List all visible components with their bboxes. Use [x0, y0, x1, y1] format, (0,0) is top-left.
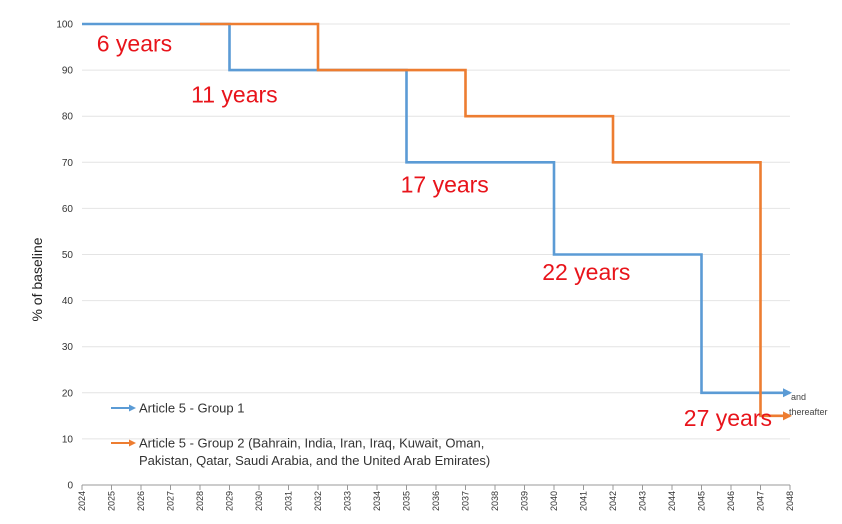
gridlines [82, 23, 790, 440]
y-tick-label: 10 [62, 434, 74, 445]
series-arrow-icon [783, 388, 792, 398]
x-tick-label: 2033 [343, 491, 353, 511]
y-tick-label: 80 [62, 112, 74, 123]
x-tick-label: 2040 [549, 491, 559, 511]
series-arrow-icon [783, 411, 792, 421]
series-line-group-1 [82, 22, 790, 395]
x-tick-label: 2045 [697, 491, 707, 511]
x-tick-label: 2030 [254, 491, 264, 511]
legend-arrow-icon [129, 404, 136, 412]
legend-label-group-1: Article 5 - Group 1 [139, 401, 245, 416]
x-tick-label: 2043 [638, 491, 648, 511]
x-tick-label: 2041 [579, 491, 589, 511]
x-tick-label: 2027 [166, 491, 176, 511]
y-tick-label: 0 [67, 481, 73, 492]
x-tick-label: 2028 [195, 491, 205, 511]
x-tick-label: 2025 [107, 491, 117, 511]
y-tick-label: 100 [56, 20, 73, 31]
y-tick-label: 70 [62, 158, 74, 169]
legend: Article 5 - Group 1 Article 5 - Group 2 … [111, 401, 490, 468]
x-tick-label: 2032 [313, 491, 323, 511]
x-tick-label: 2042 [608, 491, 618, 511]
end-note-line-1: and [791, 392, 806, 402]
x-tick-label: 2047 [756, 491, 766, 511]
duration-annotation: 6 years [97, 31, 172, 57]
y-tick-label: 50 [62, 250, 74, 261]
y-tick-label: 30 [62, 342, 74, 353]
y-tick-label: 60 [62, 204, 74, 215]
x-tick-label: 2037 [461, 491, 471, 511]
duration-annotation: 22 years [542, 259, 630, 285]
x-tick-label: 2044 [667, 491, 677, 511]
y-axis-ticks: 0 10 20 30 40 50 60 70 80 90 100 [56, 20, 73, 492]
x-tick-label: 2048 [785, 491, 795, 511]
x-tick-label: 2035 [402, 491, 412, 511]
duration-annotation: 11 years [191, 81, 278, 107]
legend-label-group-2-line-2: Pakistan, Qatar, Saudi Arabia, and the U… [139, 453, 490, 468]
end-note: and thereafter [789, 392, 828, 417]
x-axis-ticks: 2024 2025 2026 2027 2028 2029 2030 2031 2032 2033… [77, 485, 795, 511]
x-tick-label: 2038 [490, 491, 500, 511]
end-note-line-2: thereafter [789, 407, 828, 417]
x-tick-label: 2046 [726, 491, 736, 511]
duration-annotation: 17 years [401, 171, 489, 197]
y-axis-label: % of baseline [29, 237, 45, 321]
x-tick-label: 2026 [136, 491, 146, 511]
x-tick-label: 2039 [520, 491, 530, 511]
legend-arrow-icon [129, 439, 136, 447]
x-tick-label: 2031 [284, 491, 294, 511]
annotations: 6 years 11 years 17 years 22 years 27 years [97, 31, 772, 431]
series-line-group-2 [200, 22, 790, 418]
x-tick-label: 2036 [431, 491, 441, 511]
x-tick-label: 2034 [372, 491, 382, 511]
legend-label-group-2-line-1: Article 5 - Group 2 (Bahrain, India, Ira… [139, 436, 484, 451]
duration-annotation: 27 years [684, 405, 772, 431]
y-tick-label: 90 [62, 66, 74, 77]
series-lines [82, 22, 792, 421]
y-tick-label: 40 [62, 296, 74, 307]
y-tick-label: 20 [62, 388, 74, 399]
x-tick-label: 2029 [225, 491, 235, 511]
x-tick-label: 2024 [77, 491, 87, 511]
